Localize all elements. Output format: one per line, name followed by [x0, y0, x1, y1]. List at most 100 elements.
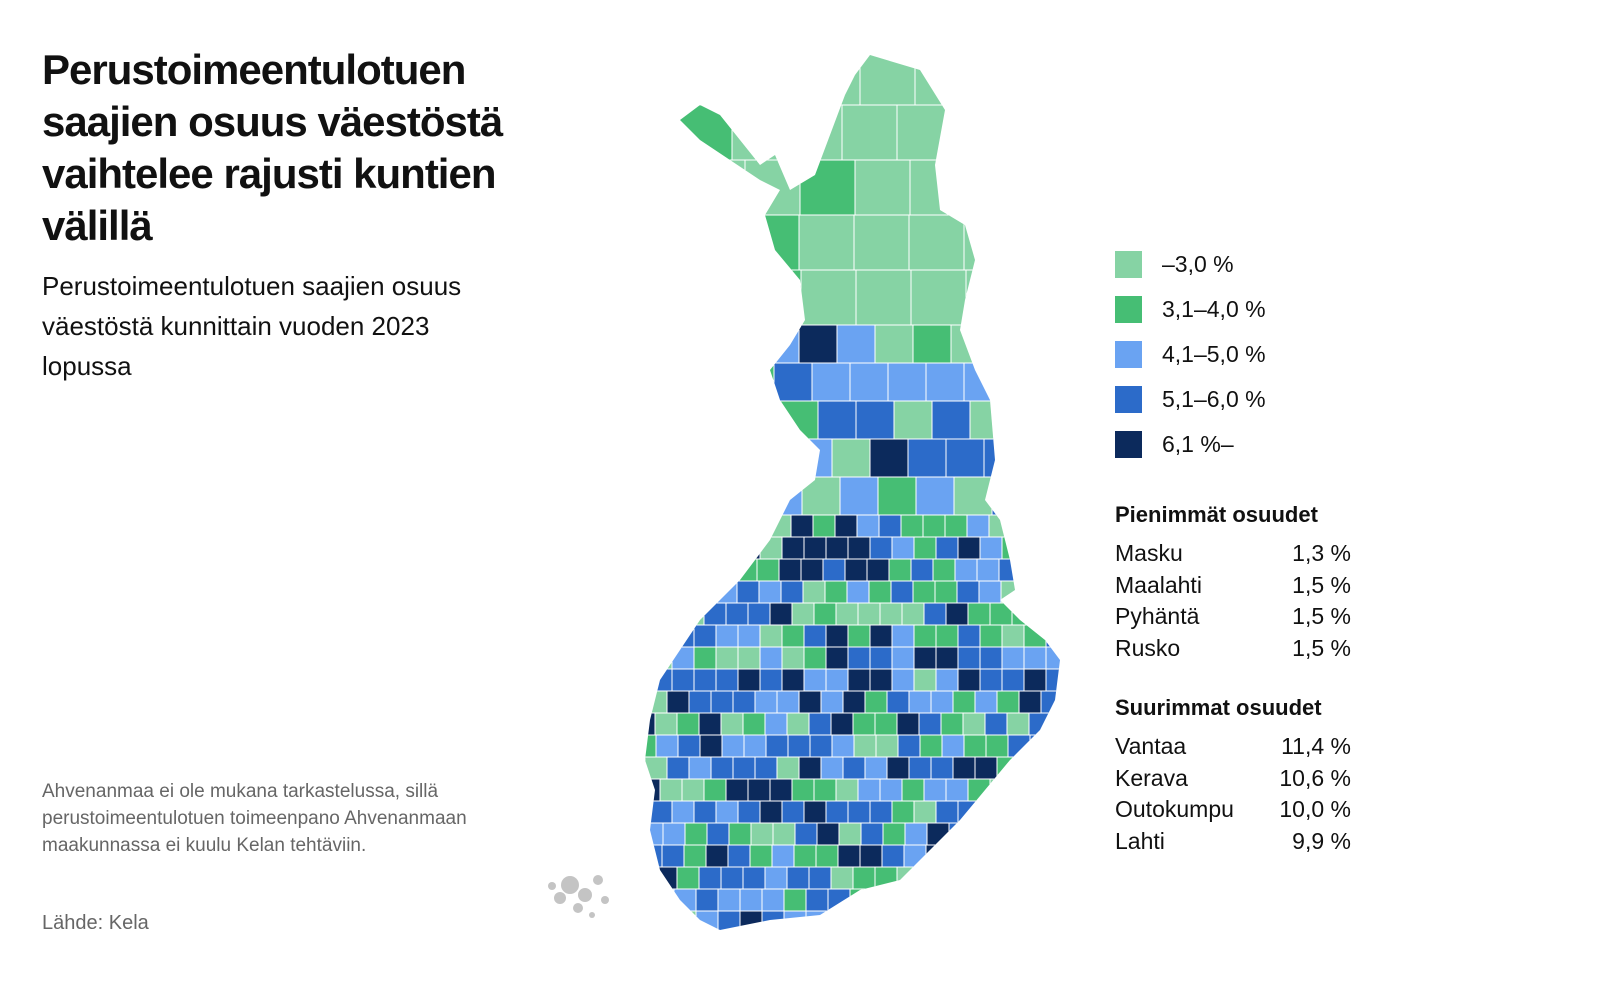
municipality-area: [915, 888, 939, 912]
municipality-area: [945, 778, 969, 802]
share: 1,3 %: [1292, 540, 1351, 566]
municipality-area: [690, 269, 747, 326]
municipality-area: [755, 438, 795, 478]
municipality-area: [706, 822, 730, 846]
municipality-area: [645, 438, 681, 478]
municipality-area: [966, 933, 988, 955]
municipality-area: [645, 822, 664, 846]
municipality-area: [957, 536, 981, 560]
municipality-area: [790, 933, 812, 955]
municipality-area: [645, 910, 653, 930]
municipality-area: [645, 269, 692, 326]
municipality-area: [679, 438, 719, 478]
municipality-area: [803, 800, 827, 824]
municipality-area: [891, 668, 915, 692]
municipality-area: [1045, 668, 1060, 692]
municipality-area: [734, 558, 758, 582]
municipality-area: [1006, 866, 1030, 890]
municipality-area: [673, 888, 697, 912]
municipality-area: [736, 580, 760, 604]
municipality-area: [1040, 756, 1060, 780]
municipality-area: [1059, 438, 1060, 478]
municipality-area: [957, 800, 981, 824]
municipality-area: [925, 362, 965, 402]
municipality-area: [900, 933, 922, 955]
municipality-area: [1006, 104, 1060, 161]
municipality-area: [827, 910, 851, 930]
municipality-area: [979, 624, 1003, 648]
municipality-area: [671, 800, 695, 824]
municipality-area: [654, 866, 678, 890]
municipality: Pyhäntä: [1115, 603, 1200, 629]
municipality-area: [808, 866, 832, 890]
municipality-area: [1001, 624, 1025, 648]
municipality-area: [648, 580, 672, 604]
municipality-area: [793, 844, 817, 868]
municipality-area: [1023, 536, 1047, 560]
municipality-area: [896, 712, 920, 736]
municipality-area: [891, 800, 915, 824]
municipality-area: [781, 624, 805, 648]
municipality-area: [849, 888, 873, 912]
municipality-area: [1023, 646, 1047, 670]
municipality-area: [913, 646, 937, 670]
municipality-area: [724, 514, 748, 538]
municipality-area: [812, 933, 834, 955]
municipality-area: [963, 214, 1020, 271]
municipality-area: [965, 269, 1022, 326]
municipality-area: [662, 822, 686, 846]
municipality-area: [778, 558, 802, 582]
municipality-area: [676, 104, 733, 161]
municipality-area: [996, 690, 1020, 714]
share: 1,5 %: [1292, 571, 1351, 598]
municipality-area: [645, 514, 660, 538]
municipality-area: [781, 668, 805, 692]
municipality-area: [761, 888, 785, 912]
municipality-area: [645, 624, 651, 648]
municipality-area: [645, 159, 691, 216]
municipality-area: [922, 514, 946, 538]
municipality-area: [681, 778, 705, 802]
municipality-area: [869, 646, 893, 670]
municipality-area: [781, 536, 805, 560]
municipality-area: [1007, 734, 1031, 758]
municipality-area: [710, 690, 734, 714]
municipality-area: [854, 159, 911, 216]
municipality-area: [1025, 910, 1049, 930]
municipality-area: [764, 712, 788, 736]
municipality-area: [720, 866, 744, 890]
table-row: Vantaa 11,4 %: [1115, 731, 1351, 763]
municipality-area: [970, 822, 994, 846]
municipality-area: [830, 712, 854, 736]
municipality: Masku: [1115, 540, 1183, 566]
note: Ahvenanmaa ei ole mukana tarkastelussa, …: [42, 781, 467, 856]
municipality-area: [1001, 536, 1025, 560]
municipality-area: [742, 712, 766, 736]
municipality-area: [950, 324, 990, 364]
municipality-area: [988, 324, 1028, 364]
municipality-area: [1028, 712, 1052, 736]
municipality-area: [857, 778, 881, 802]
municipality-area: [1029, 476, 1060, 516]
municipality-area: [688, 690, 712, 714]
municipality-area: [1024, 55, 1060, 106]
municipality-area: [981, 910, 1005, 930]
municipality-area: [698, 712, 722, 736]
municipality-area: [820, 756, 844, 780]
municipality-area: [731, 104, 788, 161]
municipality-area: [765, 734, 789, 758]
municipality-area: [1001, 668, 1025, 692]
municipality-area: [1068, 477, 1100, 515]
municipality-area: [756, 558, 780, 582]
municipality-area: [869, 624, 893, 648]
municipality-area: [1010, 514, 1034, 538]
municipality-area: [773, 362, 813, 402]
municipality-area: [856, 514, 880, 538]
municipality-area: [935, 536, 959, 560]
municipality-area: [684, 324, 724, 364]
municipality-area: [737, 800, 761, 824]
municipality-area: [688, 756, 712, 780]
municipality-area: [922, 933, 944, 955]
municipality-area: [969, 844, 993, 868]
municipality-area: [844, 558, 868, 582]
